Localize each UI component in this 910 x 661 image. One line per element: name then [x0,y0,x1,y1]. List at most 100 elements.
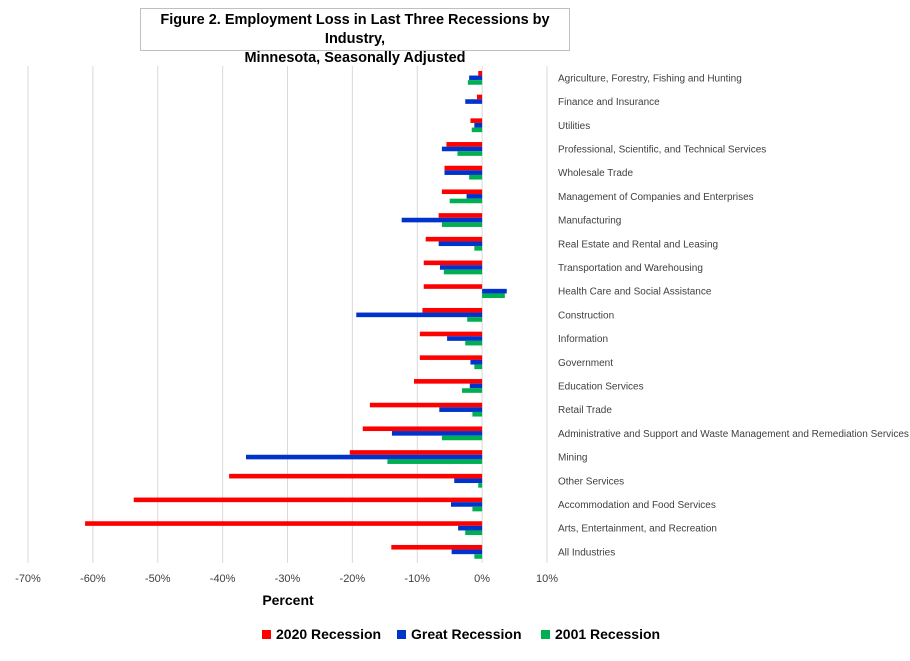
category-label: Manufacturing [558,216,621,227]
category-label: Government [558,358,613,369]
bar [229,473,483,479]
bar [349,450,483,455]
bar [469,174,483,180]
x-tick-label: -30% [275,573,301,585]
legend-label: 2020 Recession [276,626,381,642]
category-label: Mining [558,453,587,464]
legend-swatch [262,630,271,639]
category-label: Professional, Scientific, and Technical … [558,144,766,155]
bar [419,355,483,360]
bar [245,454,483,460]
bar [449,198,483,204]
category-label: Real Estate and Rental and Leasing [558,239,718,250]
bar [478,70,483,76]
bar [458,525,483,531]
bar [441,189,483,195]
bar [482,288,507,294]
bar [472,506,483,512]
bar [447,336,483,341]
bar [425,236,483,242]
bar [441,222,483,227]
category-label: Arts, Entertainment, and Recreation [558,524,717,535]
bar [450,502,483,507]
category-label: Administrative and Support and Waste Man… [558,429,909,440]
bar [422,307,483,313]
legend-swatch [397,630,406,639]
category-label: Transportation and Warehousing [558,263,703,274]
legend-label: 2001 Recession [555,626,660,642]
x-tick-label: -70% [15,573,41,585]
bar [467,80,483,85]
legend-swatch [541,630,550,639]
category-label: Wholesale Trade [558,168,633,179]
category-label: Utilities [558,121,590,132]
bar [391,431,483,436]
bar [439,407,483,412]
bar [476,94,483,100]
bar [369,402,483,408]
category-label: All Industries [558,547,615,558]
bar [439,265,483,270]
bar [474,554,483,559]
bar [391,544,483,550]
bar [441,146,483,152]
bar [466,194,483,199]
x-tick-label: -40% [210,573,236,585]
bar [465,530,483,536]
bar [438,213,483,218]
bar [470,359,483,365]
bar [444,170,483,175]
bar [454,478,483,484]
chart-title: Figure 2. Employment Loss in Last Three … [140,8,570,66]
bar [443,269,483,275]
category-label: Accommodation and Food Services [558,500,716,511]
category-label: Retail Trade [558,405,612,416]
bar [356,312,483,318]
category-label: Information [558,334,608,345]
bar [478,483,483,488]
legend-label: Great Recession [411,626,522,642]
bar [423,260,483,266]
bar [85,521,483,526]
bar [467,317,483,322]
bar [444,165,483,171]
category-label: Other Services [558,476,624,487]
category-label: Finance and Insurance [558,97,660,108]
bar [474,246,483,251]
category-label: Health Care and Social Assistance [558,287,712,298]
bar [474,122,483,128]
bar [482,293,505,299]
x-tick-label: 10% [536,573,558,585]
bar [362,426,483,432]
x-tick-label: -10% [404,573,430,585]
x-tick-label: -50% [145,573,171,585]
bar [423,284,483,289]
bar [469,75,483,81]
bar [472,411,483,417]
category-label: Agriculture, Forestry, Fishing and Hunti… [558,73,742,84]
bar [470,118,483,123]
bar [419,331,483,337]
bar [465,340,483,346]
bar [469,383,483,389]
bar [438,241,483,247]
bar [451,549,483,555]
bar [462,388,483,393]
bar [414,379,483,384]
bar [474,364,483,370]
bar [387,459,483,464]
bar [441,435,483,441]
chart-title-line2: Minnesota, Seasonally Adjusted [244,50,466,66]
category-label: Construction [558,310,614,321]
bar [446,142,483,147]
x-tick-label: 0% [474,573,490,585]
category-label: Education Services [558,381,644,392]
x-axis-label: Percent [262,592,314,608]
bar [471,127,483,133]
x-tick-label: -60% [80,573,106,585]
category-label: Management of Companies and Enterprises [558,192,754,203]
x-tick-label: -20% [340,573,366,585]
bar [457,151,483,156]
